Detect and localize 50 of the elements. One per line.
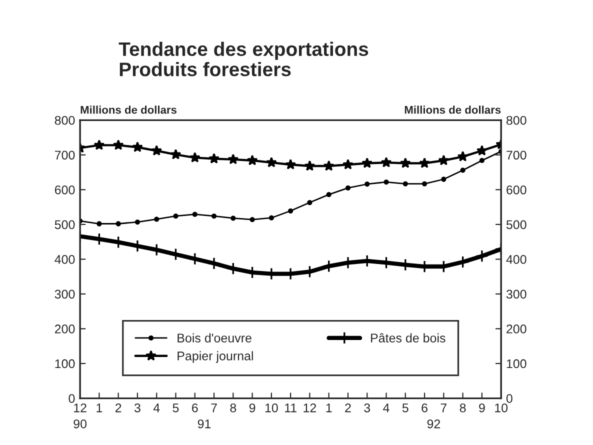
y-tick-label: 700 (54, 150, 75, 160)
x-tick-label: 8 (230, 403, 236, 412)
y2-tick-label: 400 (506, 255, 526, 264)
y-tick-label: 500 (54, 220, 75, 230)
x-tick-label: 7 (211, 404, 217, 412)
x-tick-label: 1 (96, 404, 102, 412)
y2-tick-label: 600 (506, 185, 526, 194)
y2-tick-label: 500 (506, 220, 526, 230)
y-tick-label: 400 (54, 255, 75, 264)
y-tick-label: 600 (54, 185, 75, 194)
legend-label: Bois d'oeuvre (178, 333, 252, 342)
x-tick-label: 10 (495, 403, 508, 412)
y-axis-title: Millions de dollars (80, 106, 177, 114)
x-tick-label: 4 (153, 404, 160, 412)
x-tick-label: 12 (74, 403, 86, 412)
x-tick-label: 5 (172, 404, 179, 412)
legend-label: Pâtes de bois (371, 333, 446, 342)
y2-tick-label: 0 (506, 394, 512, 403)
y2-tick-label: 100 (506, 359, 526, 368)
legend-label: Papier journal (178, 351, 253, 363)
x-tick-label: 3 (364, 403, 370, 412)
x-tick-label: 11 (285, 404, 296, 412)
x-tick-label: 6 (192, 403, 198, 412)
y-tick-label: 100 (55, 359, 75, 368)
x-tick-label: 4 (383, 404, 390, 412)
y2-tick-label: 200 (506, 324, 526, 334)
x-tick-label: 2 (345, 403, 351, 412)
x-tick-label: 12 (304, 403, 316, 412)
x-tick-label: 7 (440, 404, 447, 412)
y2-tick-label: 800 (506, 116, 526, 125)
y2-tick-label: 300 (506, 290, 526, 299)
y2-axis-title: Millions de dollars (404, 106, 501, 114)
chart-title: Tendance des exportations Produits forestiers (118, 42, 368, 76)
y-tick-label: 200 (54, 324, 75, 334)
y-tick-label: 800 (54, 116, 75, 125)
y2-tick-label: 700 (506, 150, 526, 160)
text: 91 (198, 419, 211, 428)
x-tick-label: 5 (402, 404, 408, 412)
x-tick-label: 8 (460, 403, 466, 412)
x-tick-label: 9 (249, 403, 256, 412)
x-tick-label: 3 (134, 403, 140, 412)
x-tick-label: 9 (479, 403, 485, 412)
x-tick-label: 10 (265, 403, 278, 412)
y-tick-label: 0 (68, 394, 75, 403)
x-tick-label: 6 (422, 403, 428, 412)
y-tick-label: 300 (54, 290, 75, 299)
text: 90 (74, 419, 87, 428)
text: 92 (427, 419, 440, 428)
x-tick-label: 1 (326, 404, 332, 412)
x-tick-label: 2 (115, 403, 122, 412)
